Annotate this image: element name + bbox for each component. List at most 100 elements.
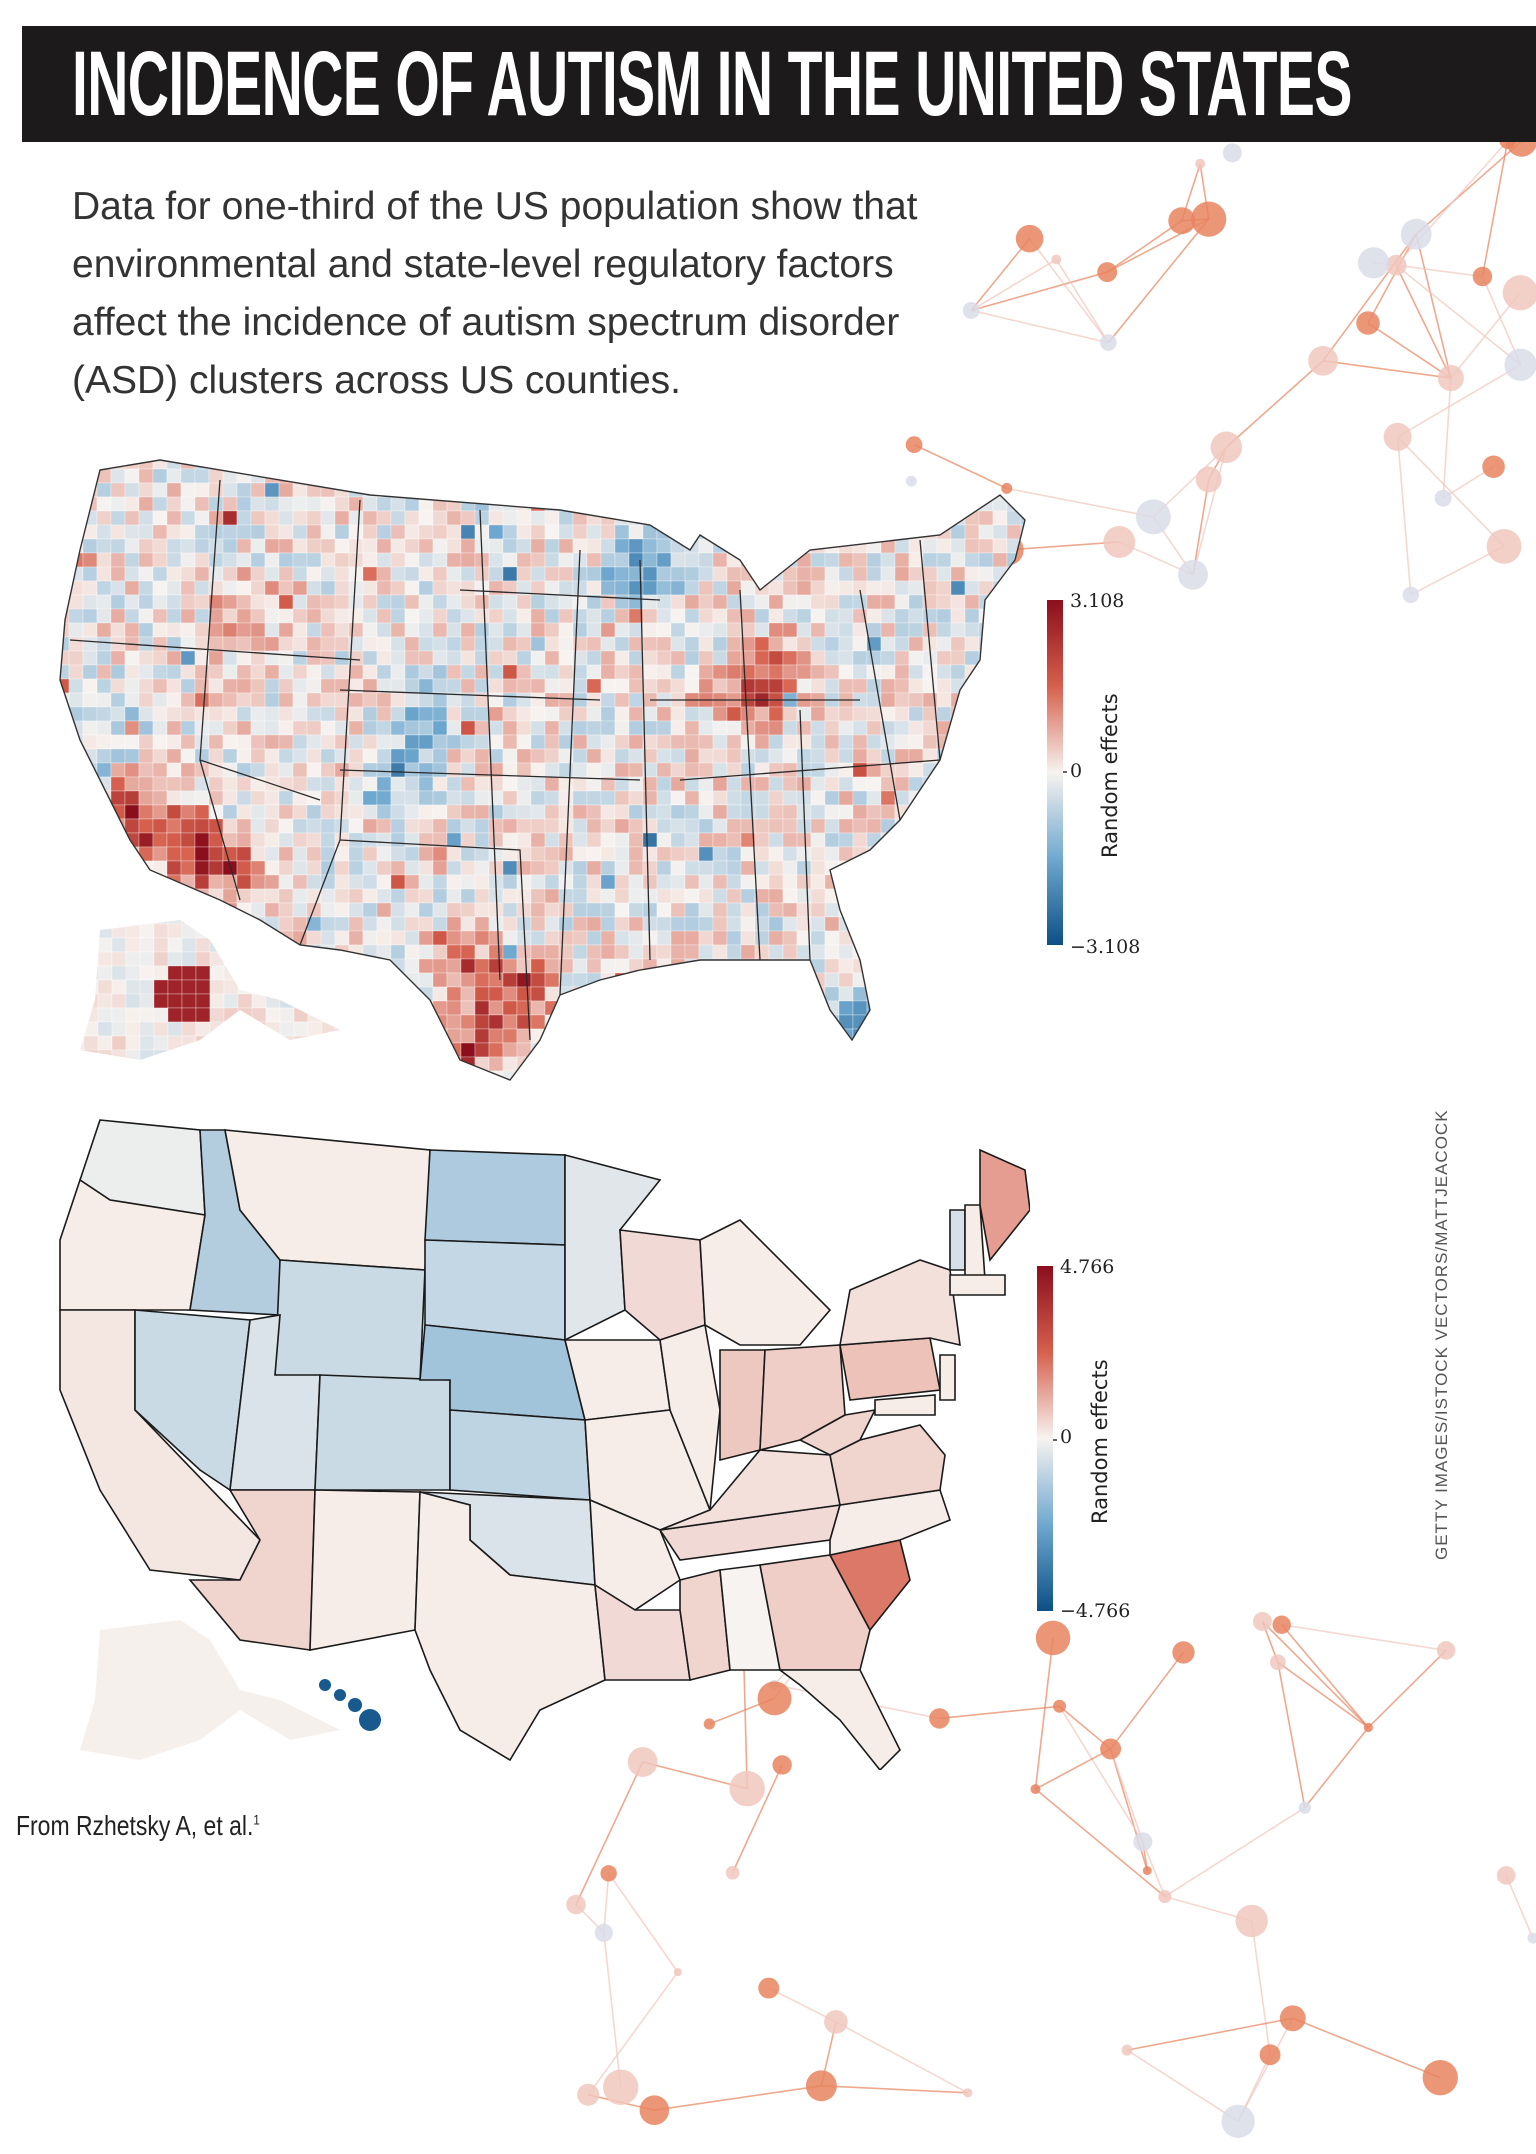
county-cell [600,566,616,582]
county-cell [181,993,197,1009]
county-cell [418,790,434,806]
county-cell [754,706,770,722]
county-cell [292,460,308,470]
county-cell [866,986,882,1002]
county-cell [866,622,882,638]
county-cell [544,692,560,708]
county-cell [209,937,225,953]
county-cell [726,664,742,680]
county-cell [320,524,336,540]
county-cell [251,979,267,995]
county-cell [936,916,952,932]
county-cell [82,916,98,932]
county-cell [96,804,112,820]
county-cell [348,692,364,708]
county-cell [266,1064,280,1078]
county-cell [782,860,798,876]
county-cell [83,1007,99,1023]
county-cell [768,944,784,960]
county-cell [488,734,504,750]
county-cell [978,468,994,484]
county-cell [796,496,812,512]
county-cell [96,888,112,904]
county-cell [208,552,224,568]
county-cell [740,790,756,806]
county-cell [432,566,448,582]
county-cell [698,552,714,568]
county-cell [98,1064,112,1078]
county-cell [572,622,588,638]
county-cell [111,1085,125,1099]
county-cell [80,937,85,953]
county-cell [922,1056,938,1072]
county-cell [614,860,630,876]
county-cell [754,790,770,806]
county-cell [992,944,1008,960]
county-cell [866,776,882,792]
county-cell [376,818,392,834]
county-cell [222,916,238,932]
county-cell [278,622,294,638]
county-cell [446,552,462,568]
county-cell [908,510,924,526]
county-cell [782,678,798,694]
county-cell [348,664,364,680]
county-cell [572,1056,588,1072]
county-cell [600,1028,616,1044]
county-cell [83,993,99,1009]
county-cell [446,846,462,862]
county-cell [474,944,490,960]
county-cell [768,930,784,946]
county-cell [754,566,770,582]
county-cell [852,1042,868,1058]
network-edge [642,1761,748,1790]
county-cell [684,734,700,750]
state-hawaii-island [359,1709,381,1731]
county-cell [68,460,84,470]
county-cell [236,706,252,722]
county-cell [97,965,113,981]
county-cell [432,776,448,792]
county-cell [488,1042,504,1058]
county-cell [432,916,448,932]
county-cell [572,1000,588,1016]
county-cell [852,748,868,764]
county-cell [236,790,252,806]
county-cell [642,972,658,988]
county-cell [432,636,448,652]
county-cell [684,594,700,610]
county-cell [320,538,336,554]
county-cell [124,538,140,554]
county-cell [670,720,686,736]
county-cell [698,916,714,932]
county-cell [264,706,280,722]
county-cell [964,888,980,904]
us-outline [59,459,1026,1081]
county-cell [726,1056,742,1072]
county-cell [348,734,364,750]
county-cell [544,790,560,806]
county-cell [866,1070,882,1080]
county-cell [418,762,434,778]
county-cell [82,720,98,736]
county-cell [516,776,532,792]
county-cell [922,538,938,554]
county-cell [544,930,560,946]
county-cell [502,1028,518,1044]
county-cell [614,552,630,568]
county-cell [390,1028,406,1044]
county-cell [684,944,700,960]
county-cell [488,636,504,652]
county-cell [838,972,854,988]
county-cell [405,1085,419,1099]
county-cell [516,524,532,540]
county-cell [852,734,868,750]
county-cell [279,951,295,967]
county-cell [726,790,742,806]
county-cell [348,482,364,498]
county-cell [558,580,574,596]
county-cell [278,762,294,778]
county-cell [908,706,924,722]
county-cell [866,510,882,526]
county-cell [950,594,966,610]
